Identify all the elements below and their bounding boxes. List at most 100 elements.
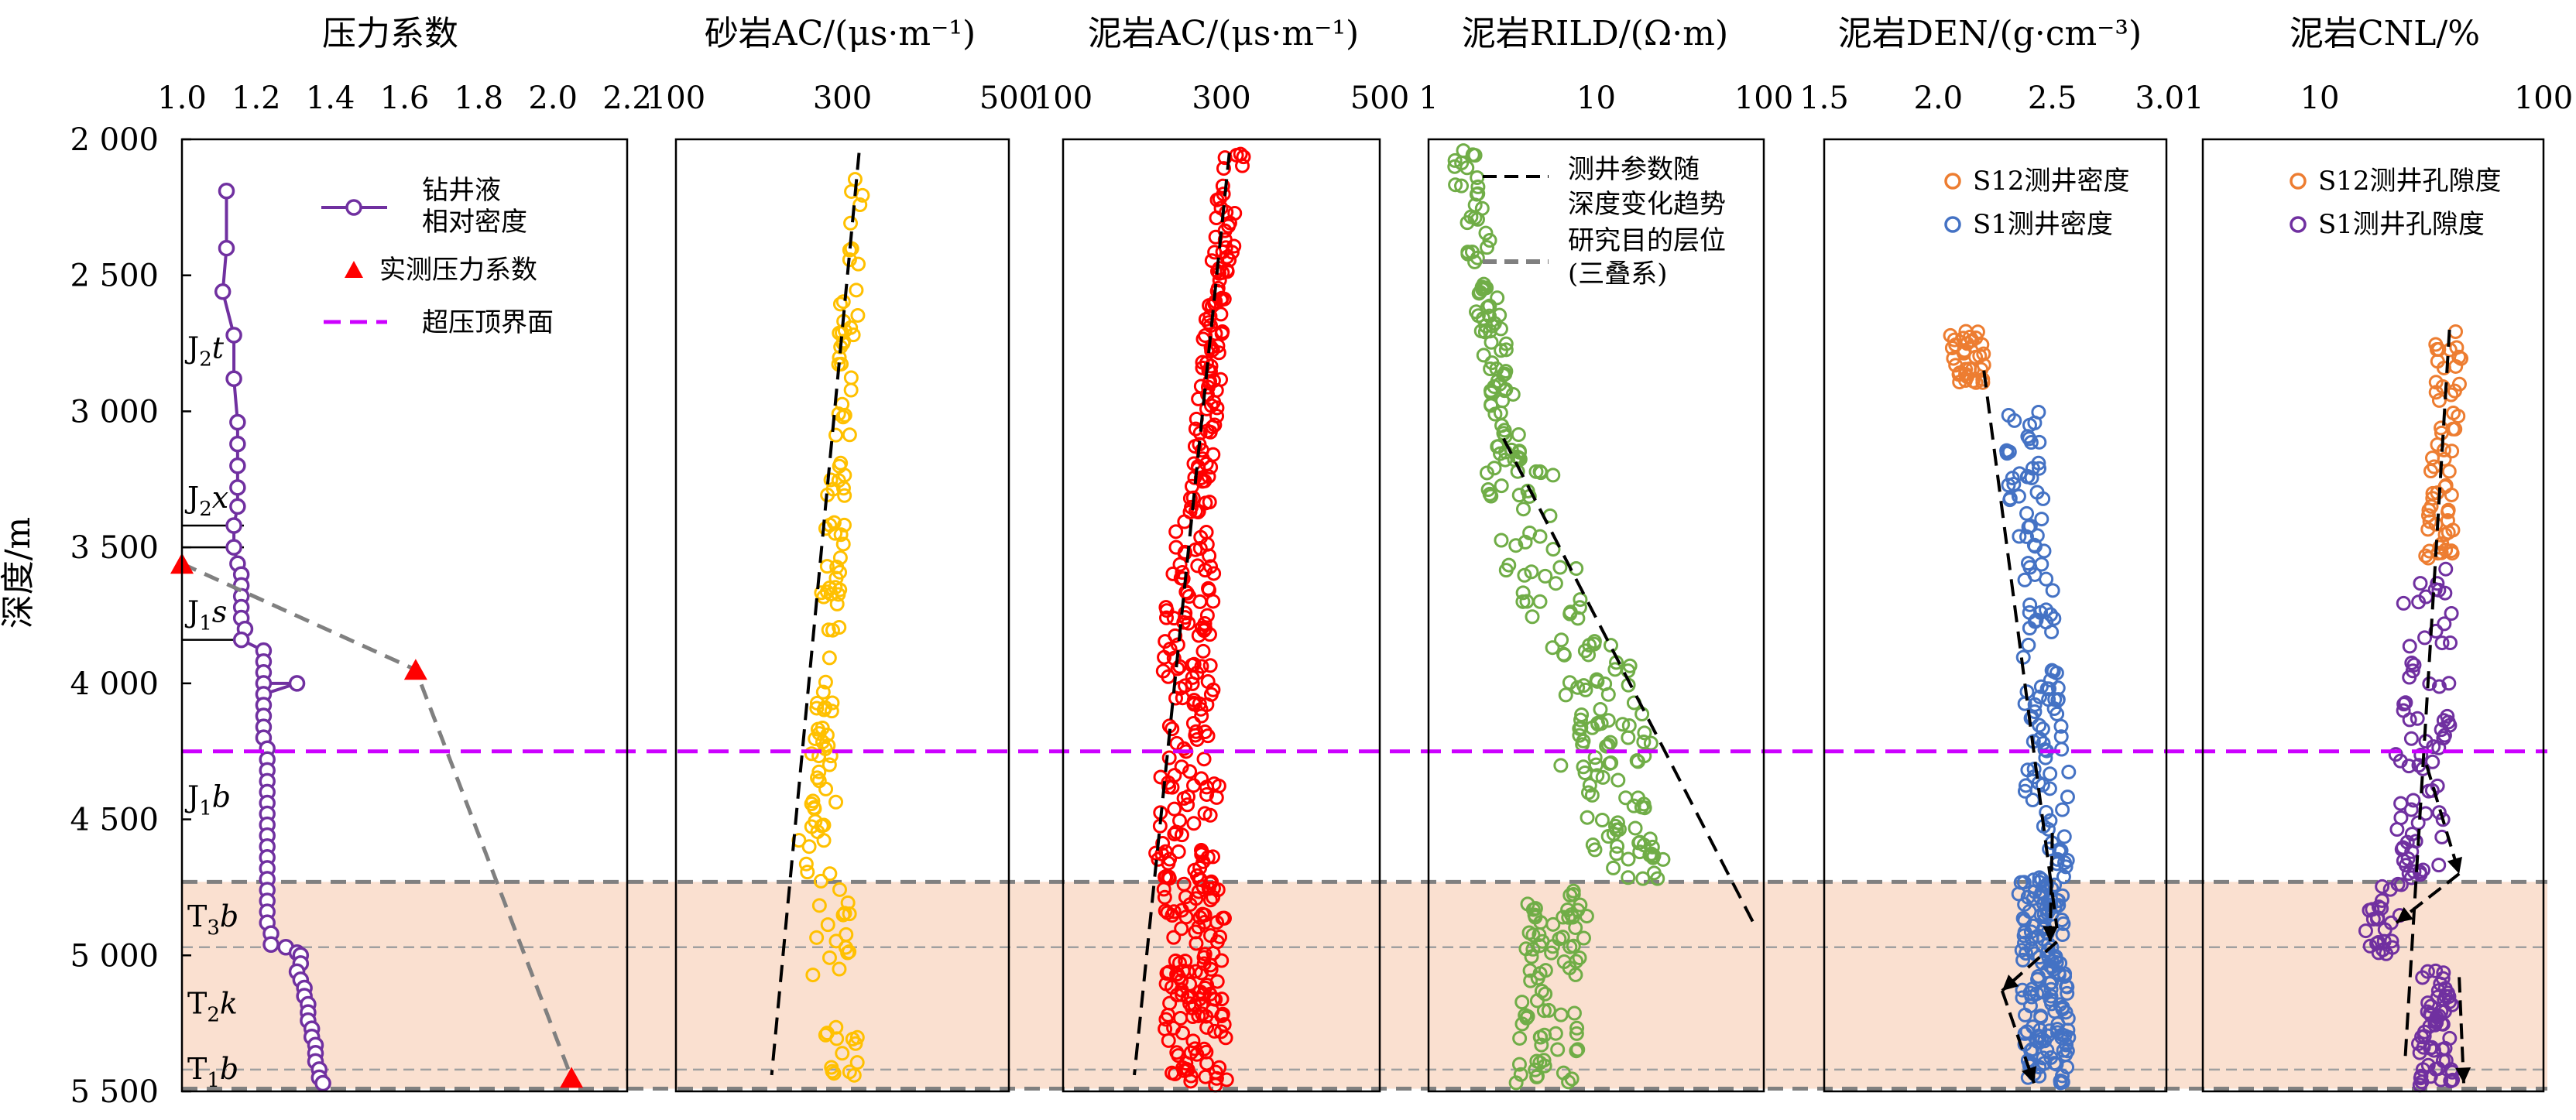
sand-ac-point	[818, 1027, 833, 1043]
x-tick-label: 500	[979, 80, 1038, 116]
den-s1-point	[2032, 461, 2047, 476]
trend-lines	[770, 152, 2471, 1084]
trend-segment	[2458, 977, 2465, 1084]
mud-ac-point	[1167, 768, 1182, 783]
x-tick-label: 3.01	[2135, 80, 2204, 116]
mud-ac-point	[1172, 813, 1188, 828]
rild-point	[1448, 177, 1463, 193]
mud-ac-point	[1180, 1062, 1195, 1077]
sand-ac-point	[811, 764, 827, 779]
mud-density-point	[214, 283, 232, 300]
mud-ac-point	[1202, 375, 1217, 391]
panel-frames	[180, 138, 2545, 1093]
mud-density-point	[229, 498, 246, 515]
cnl-s1-point	[2425, 754, 2441, 769]
panel-frame-2	[674, 138, 1010, 1093]
mud-ac-point	[1191, 461, 1206, 476]
den-s12-point	[1958, 366, 1974, 382]
den-s1-point	[2042, 681, 2057, 697]
cnl-s1-point	[2406, 864, 2422, 879]
mud-ac-point	[1188, 964, 1203, 979]
rild-point	[1587, 842, 1603, 858]
sand-ac-point	[831, 473, 846, 488]
mud-ac-point	[1185, 676, 1200, 691]
legend-mud-marker	[345, 199, 362, 216]
mud-ac-point	[1189, 891, 1204, 906]
den-s1-point	[2012, 466, 2027, 481]
sand-ac-point	[822, 757, 837, 772]
sand-ac-point	[850, 307, 866, 323]
cnl-s1-point	[2420, 964, 2435, 979]
den-s12-point	[1968, 375, 1984, 390]
den-s1-point	[2045, 583, 2060, 598]
rild-point	[1593, 702, 1608, 718]
rild-point	[1532, 966, 1548, 981]
rild-point	[1480, 482, 1496, 498]
den-s1-point	[2050, 692, 2066, 707]
den-s1-point	[2039, 602, 2054, 618]
legend-s1-den-marker	[1944, 216, 1961, 233]
den-s1-point	[2015, 952, 2031, 968]
rild-point	[1513, 1067, 1528, 1082]
x-tick-label: 2.0	[528, 80, 578, 116]
mud-density-point	[218, 239, 235, 257]
cnl-s1-point	[2431, 805, 2447, 820]
trend-arrowhead	[2447, 856, 2462, 874]
rild-point	[1511, 1057, 1527, 1072]
y-tick-label: 2 500	[70, 259, 159, 294]
rild-point	[1545, 640, 1560, 656]
rild-point	[1569, 1026, 1584, 1041]
mud-ac-point	[1190, 558, 1206, 574]
cnl-s1-point	[2393, 796, 2409, 811]
sand-ac-point	[828, 526, 843, 541]
x-tick-label: 2.5	[2028, 80, 2077, 116]
sand-ac-point	[835, 536, 851, 552]
cnl-s1-point	[2396, 697, 2412, 712]
mud-ac-point	[1176, 615, 1192, 630]
den-s1-point	[2031, 404, 2046, 420]
mud-ac-point	[1192, 872, 1208, 887]
cnl-s12-point	[2441, 504, 2456, 519]
rild-point	[1602, 755, 1617, 771]
den-s1-point	[2036, 1050, 2051, 1066]
den-s1-point	[2022, 597, 2038, 612]
mud-density-point	[225, 327, 242, 344]
mud-ac-point	[1209, 789, 1224, 805]
rild-point	[1519, 1010, 1535, 1026]
x-tick-label: 1.5	[1799, 80, 1849, 116]
cnl-s12-point	[2440, 513, 2455, 529]
sand-ac-point	[814, 818, 829, 834]
den-s1-point	[2017, 783, 2032, 799]
legend-trend-label-2: 深度变化趋势	[1568, 189, 1726, 220]
cnl-s1-point	[2431, 858, 2447, 873]
cnl-s1-point	[2416, 1040, 2431, 1055]
mud-ac-point	[1216, 161, 1231, 176]
panel-frame-5	[1823, 138, 2168, 1093]
panel-title-pressure: 压力系数	[322, 14, 458, 53]
rild-point	[1553, 758, 1569, 773]
cnl-s12-point	[2420, 508, 2436, 523]
mud-ac-point	[1193, 842, 1209, 858]
cnl-s1-point	[2375, 879, 2390, 894]
mud-ac-point	[1158, 610, 1174, 625]
mud-ac-point	[1196, 1041, 1212, 1057]
rild-point	[1568, 920, 1583, 936]
rild-point	[1576, 930, 1591, 946]
rild-point	[1554, 632, 1569, 648]
legend-mud-label-2: 相对密度	[422, 207, 527, 238]
trend-line	[1982, 370, 2059, 929]
den-s1-point	[2019, 505, 2035, 521]
rild-point	[1511, 426, 1526, 442]
mud-ac-point	[1207, 245, 1223, 260]
trend-segment	[2425, 764, 2461, 875]
mud-ac-point	[1182, 976, 1198, 992]
cnl-s1-point	[2417, 1024, 2432, 1040]
legend-s1-cnl-marker	[2290, 216, 2307, 233]
den-s1-point	[1999, 445, 2015, 461]
sand-ac-point	[836, 517, 852, 533]
rild-point	[1643, 735, 1658, 751]
x-tick-label: 300	[813, 80, 872, 116]
rild-point	[1469, 187, 1484, 202]
mud-ac-point	[1194, 659, 1209, 674]
cnl-s1-point	[2437, 981, 2453, 996]
